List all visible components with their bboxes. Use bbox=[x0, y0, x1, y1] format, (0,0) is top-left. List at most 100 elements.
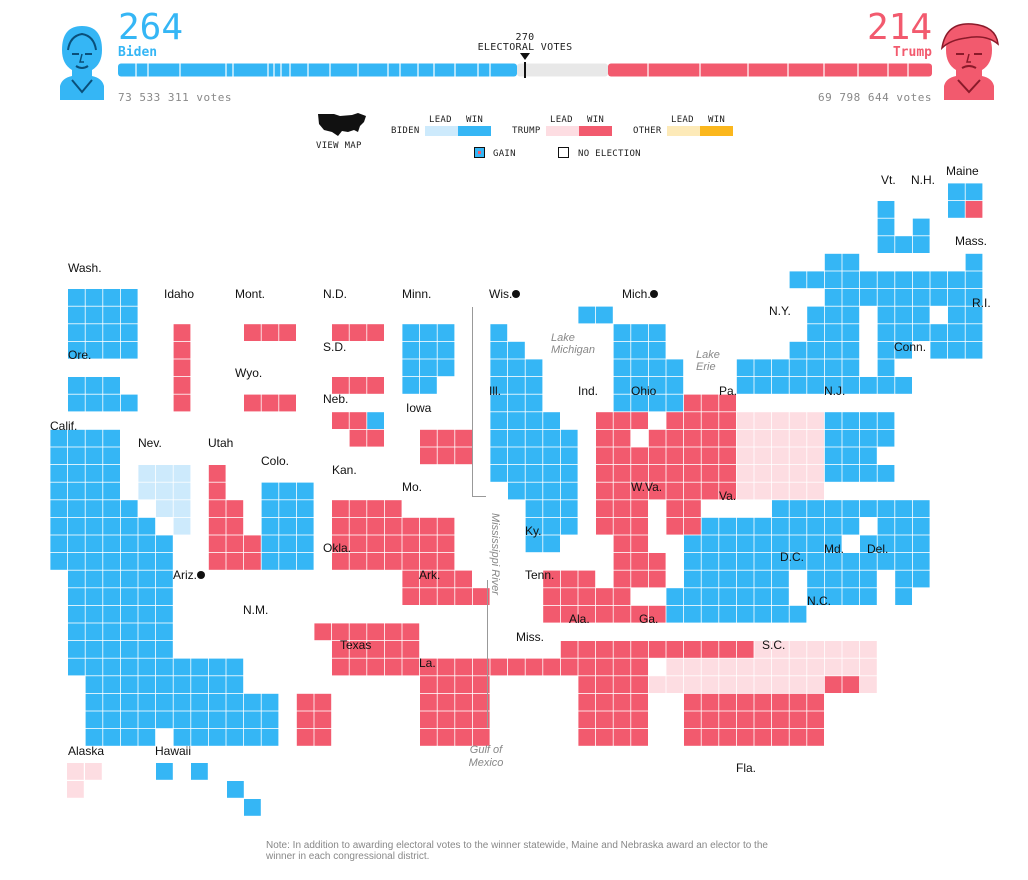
electoral-vote-tile bbox=[754, 412, 772, 429]
electoral-vote-tile bbox=[85, 588, 103, 605]
electoral-vote-tile bbox=[631, 500, 648, 517]
electoral-vote-tile bbox=[226, 676, 244, 693]
view-map-button[interactable]: VIEW MAP bbox=[312, 110, 370, 152]
electoral-vote-tile bbox=[648, 676, 666, 693]
electoral-vote-tile bbox=[736, 641, 754, 658]
electoral-vote-tile bbox=[138, 641, 156, 658]
electoral-vote-tile bbox=[332, 535, 349, 553]
electoral-vote-tile bbox=[85, 500, 103, 517]
electoral-vote-tile bbox=[613, 482, 631, 500]
electoral-vote-tile bbox=[455, 588, 472, 605]
electoral-vote-tile bbox=[631, 641, 648, 658]
electoral-vote-tile bbox=[367, 412, 384, 429]
electoral-vote-tile bbox=[965, 253, 983, 271]
electoral-vote-tile bbox=[472, 729, 490, 746]
legend-biden-win-swatch bbox=[458, 126, 491, 136]
state-label-miss: Miss. bbox=[516, 630, 544, 644]
legend-biden-label: BIDEN bbox=[391, 126, 420, 136]
electoral-vote-tile bbox=[807, 570, 824, 588]
state-label-md: Md. bbox=[824, 542, 845, 556]
electoral-vote-tile bbox=[420, 324, 437, 341]
electoral-vote-tile bbox=[261, 324, 279, 341]
electoral-vote-tile bbox=[50, 429, 68, 447]
electoral-vote-tile bbox=[420, 517, 437, 535]
electoral-vote-tile bbox=[543, 535, 560, 553]
trump-electoral-count: 214 bbox=[866, 7, 932, 48]
electoral-vote-tile bbox=[754, 693, 772, 711]
electoral-vote-tile bbox=[684, 412, 701, 429]
electoral-vote-tile bbox=[578, 658, 596, 676]
electoral-vote-tile bbox=[948, 183, 965, 201]
electoral-vote-tile bbox=[701, 447, 719, 465]
state-label-pa: Pa. bbox=[719, 384, 738, 398]
electoral-vote-tile bbox=[490, 324, 508, 341]
electoral-vote-tile bbox=[877, 553, 895, 570]
electoral-vote-tile bbox=[684, 658, 701, 676]
electoral-vote-tile bbox=[789, 359, 807, 377]
state-label-ind: Ind. bbox=[578, 384, 599, 398]
electoral-vote-tile bbox=[156, 535, 173, 553]
electoral-vote-tile bbox=[789, 729, 807, 746]
electoral-vote-tile bbox=[120, 306, 138, 324]
electoral-vote-tile bbox=[789, 429, 807, 447]
electoral-vote-tile bbox=[543, 605, 560, 623]
electoral-vote-tile bbox=[490, 447, 508, 465]
electoral-vote-tile bbox=[314, 623, 332, 641]
electoral-vote-tile bbox=[824, 570, 842, 588]
electoral-vote-tile bbox=[543, 517, 560, 535]
electoral-vote-tile bbox=[754, 676, 772, 693]
electoral-vote-tile bbox=[631, 482, 648, 500]
electoral-vote-tile bbox=[613, 394, 631, 412]
electoral-vote-tile bbox=[789, 447, 807, 465]
electoral-vote-tile bbox=[490, 377, 508, 394]
mississippi-river-line bbox=[487, 580, 488, 728]
electoral-vote-tile bbox=[437, 447, 455, 465]
electoral-vote-tile bbox=[138, 605, 156, 623]
electoral-vote-tile bbox=[877, 324, 895, 341]
electoral-vote-tile bbox=[666, 605, 684, 623]
electoral-vote-tile bbox=[807, 341, 824, 359]
electoral-vote-tile bbox=[842, 377, 860, 394]
electoral-vote-tile bbox=[824, 535, 842, 553]
electoral-vote-tile bbox=[120, 553, 138, 570]
electoral-vote-tile bbox=[860, 641, 877, 658]
trump-face-icon bbox=[940, 23, 999, 100]
threshold-number: 270 bbox=[515, 32, 535, 43]
state-label-conn: Conn. bbox=[894, 340, 927, 354]
electoral-vote-tile bbox=[877, 289, 895, 306]
electoral-vote-tile bbox=[68, 588, 85, 605]
electoral-vote-tile bbox=[701, 693, 719, 711]
electoral-vote-tile bbox=[789, 271, 807, 289]
electoral-vote-tile bbox=[631, 394, 648, 412]
electoral-vote-tile bbox=[244, 799, 261, 816]
state-label-ala: Ala. bbox=[569, 612, 590, 626]
electoral-vote-bar bbox=[118, 62, 932, 78]
electoral-vote-tile bbox=[208, 465, 226, 482]
electoral-vote-tile bbox=[719, 693, 736, 711]
electoral-vote-tile bbox=[490, 465, 508, 482]
electoral-vote-tile bbox=[279, 517, 296, 535]
electoral-vote-tile bbox=[279, 482, 296, 500]
electoral-vote-tile bbox=[208, 711, 226, 729]
electoral-vote-tile bbox=[349, 324, 367, 341]
electoral-vote-tile bbox=[772, 588, 789, 605]
electoral-vote-tile bbox=[156, 500, 173, 517]
electoral-vote-tile bbox=[402, 341, 420, 359]
electoral-vote-tile bbox=[103, 429, 120, 447]
electoral-vote-tile bbox=[138, 535, 156, 553]
electoral-vote-tile bbox=[596, 412, 613, 429]
electoral-vote-tile bbox=[120, 517, 138, 535]
electoral-vote-tile bbox=[613, 641, 631, 658]
electoral-vote-tile bbox=[613, 447, 631, 465]
electoral-vote-tile bbox=[824, 289, 842, 306]
electoral-vote-tile bbox=[525, 394, 543, 412]
electoral-vote-tile bbox=[490, 658, 508, 676]
electoral-vote-tile bbox=[367, 641, 384, 658]
electoral-vote-tile bbox=[719, 517, 736, 535]
electoral-vote-tile bbox=[508, 341, 525, 359]
electoral-vote-tile bbox=[525, 359, 543, 377]
electoral-vote-tile bbox=[279, 500, 296, 517]
electoral-vote-tile bbox=[807, 465, 824, 482]
electoral-vote-tile bbox=[50, 482, 68, 500]
trump-popular-votes: 69 798 644 votes bbox=[818, 91, 932, 104]
